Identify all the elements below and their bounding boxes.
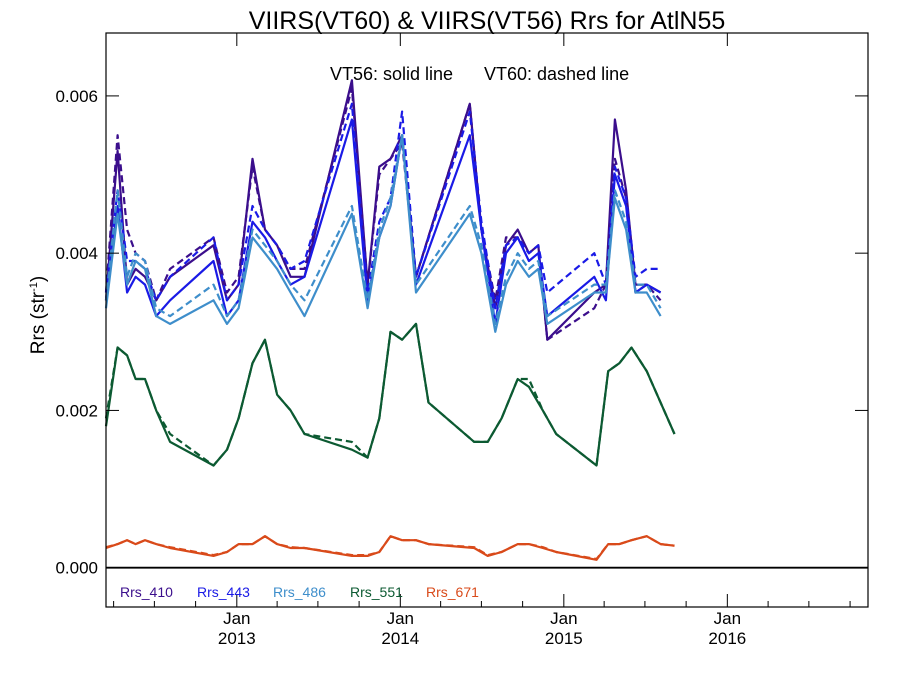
series-line-rrs-443-solid <box>104 118 662 325</box>
legend-entry-rrs-671: Rrs_671 <box>426 584 479 600</box>
legend-entry-rrs-551: Rrs_551 <box>350 584 403 600</box>
y-tick-label: 0.000 <box>55 559 98 578</box>
legend: Rrs_410 Rrs_443 Rrs_486 Rrs_551 Rrs_671 <box>120 584 479 600</box>
series-layer <box>104 79 676 561</box>
series-line-rrs-671-solid <box>105 535 675 561</box>
y-axis-label-superscript: -1 <box>28 282 40 292</box>
series-line-rrs-443-dashed <box>104 102 661 310</box>
series-line-rrs-671-dashed <box>105 535 675 561</box>
series-line-rrs-486-solid <box>104 134 662 333</box>
annotation-dashed-line: VT60: dashed line <box>484 64 629 84</box>
y-axis-label-main: Rrs (str <box>28 291 49 354</box>
series-line-rrs-551-dashed <box>104 322 676 467</box>
annotation-solid-line: VT56: solid line <box>330 64 453 84</box>
series-line-rrs-410-dashed <box>104 86 662 341</box>
x-tick-label-year: 2013 <box>218 629 256 648</box>
y-tick-label: 0.006 <box>55 87 98 106</box>
legend-entry-rrs-443: Rrs_443 <box>197 584 250 600</box>
y-axis-label-close: ) <box>28 276 49 282</box>
chart-title: VIIRS(VT60) & VIIRS(VT56) Rrs for AtlN55 <box>249 7 726 35</box>
y-tick-label: 0.004 <box>55 244 98 263</box>
y-tick-label: 0.002 <box>55 401 98 420</box>
x-tick-label-year: 2016 <box>708 629 746 648</box>
x-tick-label-year: 2014 <box>381 629 419 648</box>
x-tick-label-year: 2015 <box>545 629 583 648</box>
plot-frame <box>105 32 869 608</box>
x-tick-label-month: Jan <box>387 609 414 628</box>
legend-entry-rrs-486: Rrs_486 <box>273 584 326 600</box>
x-tick-label-month: Jan <box>550 609 577 628</box>
series-line-rrs-551-solid <box>104 322 676 467</box>
series-line-rrs-486-dashed <box>104 134 662 325</box>
y-axis-label: Rrs (str-1) <box>28 276 49 354</box>
x-tick-label-month: Jan <box>223 609 250 628</box>
legend-entry-rrs-410: Rrs_410 <box>120 584 173 600</box>
series-line-rrs-410-solid <box>104 79 662 341</box>
axes-layer: 0.0000.0020.0040.006Jan2013Jan2014Jan201… <box>55 33 868 648</box>
svg-text:Rrs (str-1): Rrs (str-1) <box>28 276 49 354</box>
x-tick-label-month: Jan <box>714 609 741 628</box>
